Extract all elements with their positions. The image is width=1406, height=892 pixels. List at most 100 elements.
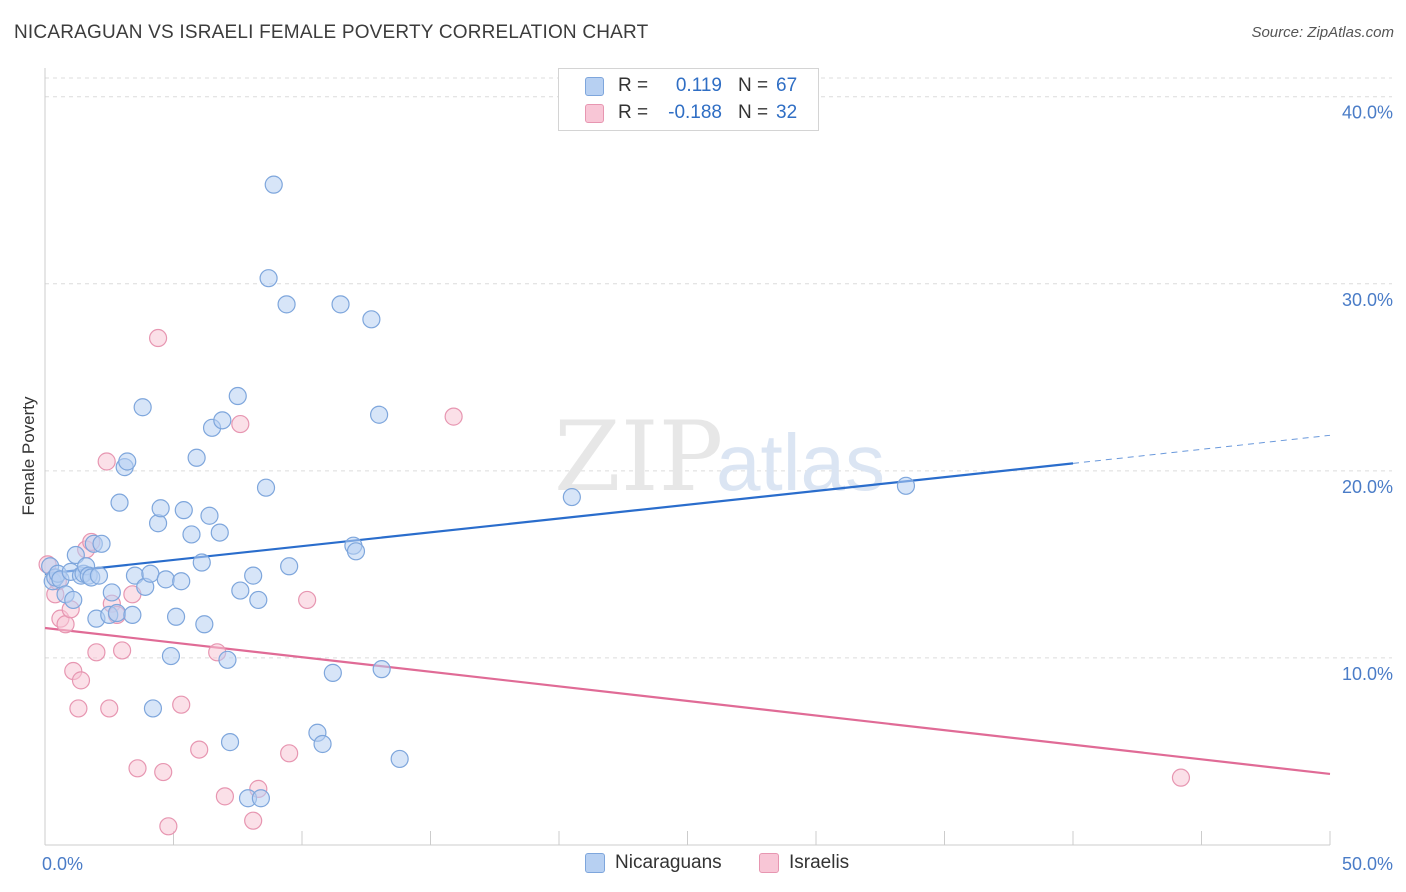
series-legend-israelis: Israelis xyxy=(759,852,849,874)
point-nicaraguans xyxy=(141,564,160,583)
legend-r-value: 0.119 xyxy=(675,75,722,96)
point-nicaraguans xyxy=(249,590,268,610)
point-nicaraguans xyxy=(107,603,127,623)
point-israelis xyxy=(244,811,263,830)
point-nicaraguans xyxy=(110,493,129,512)
point-nicaraguans xyxy=(331,295,350,314)
point-nicaraguans xyxy=(259,269,278,288)
point-nicaraguans xyxy=(92,534,111,553)
point-nicaraguans xyxy=(213,411,232,430)
y-tick-label: 10.0% xyxy=(1342,664,1393,684)
point-israelis xyxy=(298,590,317,610)
series-swatch-nicaraguans xyxy=(585,853,605,873)
y-axis-label: Female Poverty xyxy=(19,396,38,516)
point-nicaraguans xyxy=(182,525,201,544)
legend-n-value: 67 xyxy=(776,75,798,96)
point-israelis xyxy=(112,641,132,660)
point-nicaraguans xyxy=(161,646,181,666)
chart-title: NICARAGUAN VS ISRAELI FEMALE POVERTY COR… xyxy=(14,22,649,43)
point-nicaraguans xyxy=(346,542,366,561)
point-nicaraguans xyxy=(200,506,219,525)
point-nicaraguans xyxy=(148,514,168,533)
point-nicaraguans xyxy=(102,583,121,602)
point-nicaraguans xyxy=(64,590,83,610)
legend-n-label: N = xyxy=(738,102,769,123)
legend-n-value: 32 xyxy=(776,102,798,123)
point-israelis xyxy=(159,817,178,836)
point-nicaraguans xyxy=(66,545,85,565)
trend-line-nicaraguans-extension xyxy=(1072,434,1331,464)
legend-r-label: R = xyxy=(618,75,649,96)
point-nicaraguans xyxy=(187,448,206,467)
axes xyxy=(44,68,1331,846)
point-nicaraguans xyxy=(251,789,270,808)
point-nicaraguans xyxy=(370,405,389,424)
point-israelis xyxy=(71,671,91,690)
point-nicaraguans xyxy=(143,699,163,718)
point-nicaraguans xyxy=(264,175,283,194)
trend-line-israelis xyxy=(44,626,1331,776)
series-swatch-israelis xyxy=(759,853,779,873)
point-nicaraguans xyxy=(156,570,175,589)
point-israelis xyxy=(154,762,173,782)
x-tick-label: 50.0% xyxy=(1342,854,1393,874)
point-nicaraguans xyxy=(562,487,581,507)
point-israelis xyxy=(87,643,106,662)
series-nicaraguans-points xyxy=(41,175,916,808)
point-israelis xyxy=(231,414,250,434)
point-nicaraguans xyxy=(166,607,186,626)
y-tick-label: 30.0% xyxy=(1342,290,1393,310)
x-tick-label: 0.0% xyxy=(42,854,83,874)
point-nicaraguans xyxy=(210,523,229,542)
point-nicaraguans xyxy=(244,566,263,585)
point-nicaraguans xyxy=(192,553,211,572)
point-israelis xyxy=(172,695,191,714)
point-nicaraguans xyxy=(174,501,193,520)
point-israelis xyxy=(190,740,209,759)
point-israelis xyxy=(215,787,234,806)
point-nicaraguans xyxy=(195,615,214,634)
series-legend-label: Israelis xyxy=(789,852,850,873)
point-nicaraguans xyxy=(323,663,342,682)
correlation-legend: R = 0.119 N = 67 R = -0.188 N = 32 xyxy=(558,68,819,131)
legend-row-nicaraguans: R = 0.119 N = 67 xyxy=(585,73,797,99)
point-nicaraguans xyxy=(390,749,409,769)
point-israelis xyxy=(280,744,299,763)
point-israelis xyxy=(444,407,463,426)
point-nicaraguans xyxy=(313,734,332,754)
watermark: ZIP atlas xyxy=(554,401,885,513)
legend-n-label: N = xyxy=(738,75,769,96)
point-israelis xyxy=(97,452,116,471)
legend-row-israelis: R = -0.188 N = 32 xyxy=(585,100,797,126)
point-nicaraguans xyxy=(228,386,247,406)
series-legend-label: Nicaraguans xyxy=(615,852,722,873)
point-nicaraguans xyxy=(218,650,237,669)
point-nicaraguans xyxy=(896,476,916,495)
watermark-zip: ZIP xyxy=(554,401,723,513)
point-nicaraguans xyxy=(89,566,109,585)
point-nicaraguans xyxy=(256,478,276,497)
tick-labels: 10.0% 20.0% 30.0% 40.0% 0.0% 50.0% xyxy=(42,103,1393,874)
point-nicaraguans xyxy=(372,660,391,679)
series-legend: Nicaraguans Israelis xyxy=(0,852,1406,878)
legend-swatch-israelis xyxy=(585,103,604,123)
legend-r-label: R = xyxy=(618,102,649,123)
legend-swatch-nicaraguans xyxy=(585,76,604,96)
y-tick-label: 40.0% xyxy=(1342,103,1393,123)
point-nicaraguans xyxy=(231,581,250,600)
point-nicaraguans xyxy=(123,605,142,625)
point-nicaraguans xyxy=(172,572,191,591)
point-israelis xyxy=(69,699,88,718)
legend-r-value: -0.188 xyxy=(668,102,722,123)
source-label: Source: ZipAtlas.com xyxy=(1251,24,1394,41)
series-legend-nicaraguans: Nicaraguans xyxy=(585,852,722,874)
point-israelis xyxy=(100,699,119,718)
point-israelis xyxy=(148,328,168,348)
point-nicaraguans xyxy=(151,499,170,518)
point-nicaraguans xyxy=(362,310,381,329)
point-nicaraguans xyxy=(220,733,240,752)
y-tick-label: 20.0% xyxy=(1342,477,1393,497)
point-nicaraguans xyxy=(133,398,152,417)
point-nicaraguans xyxy=(118,452,137,471)
